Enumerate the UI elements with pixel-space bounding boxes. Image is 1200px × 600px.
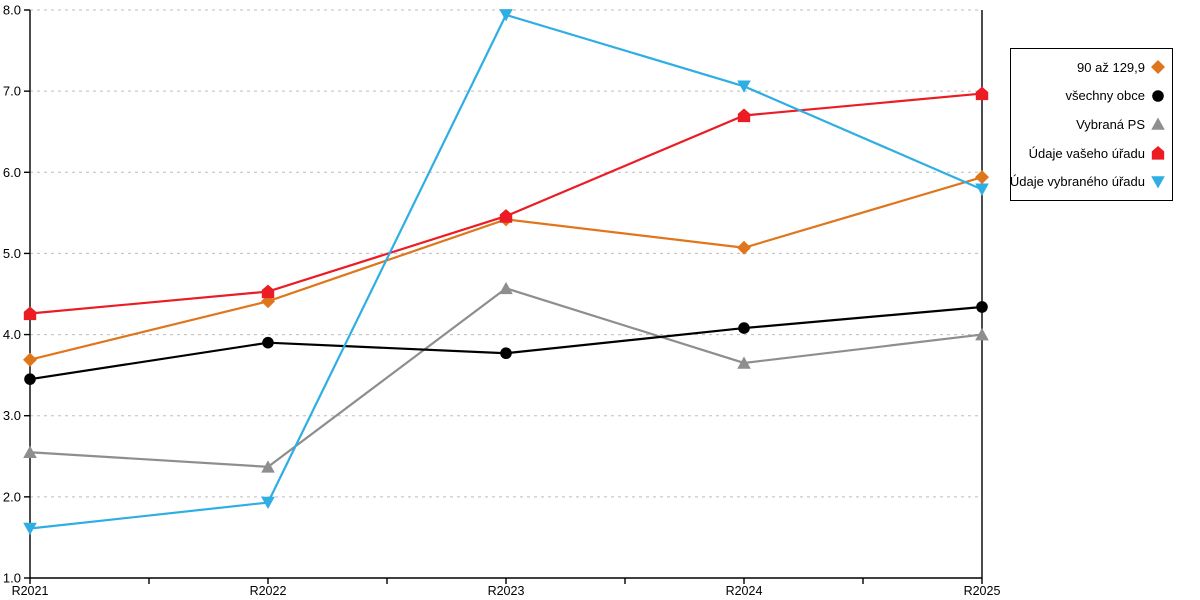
data-point-pentagon-icon — [261, 284, 275, 299]
legend-marker-shape — [1152, 90, 1164, 102]
data-point-triangle-up-icon — [261, 460, 275, 473]
data-point-triangle-up-icon — [737, 356, 751, 369]
y-tick-label: 2.0 — [3, 489, 21, 504]
legend-marker-shape — [1151, 146, 1165, 160]
legend-label: Údaje vybraného úřadu — [1009, 174, 1145, 190]
data-point-pentagon-icon — [499, 209, 513, 223]
y-tick-label: 5.0 — [3, 246, 21, 261]
data-point-circle-icon — [976, 301, 988, 313]
legend-marker-shape — [1151, 117, 1165, 131]
series-line-1 — [29, 305, 983, 381]
data-point-pentagon-icon — [23, 306, 37, 321]
data-point-triangle-up-icon — [499, 281, 513, 295]
legend-marker-triangle-down-icon — [1151, 175, 1165, 189]
y-tick-label: 6.0 — [3, 165, 21, 180]
x-tick-label: R2025 — [964, 584, 1001, 598]
legend-item-2: Vybraná PS — [1015, 110, 1166, 138]
data-point-triangle-down-icon — [737, 80, 751, 93]
legend-item-3: Údaje vašeho úřadu — [1015, 139, 1166, 167]
data-point-diamond-icon — [23, 352, 37, 367]
data-point-triangle-up-icon — [975, 328, 989, 341]
data-point-triangle-up-icon — [23, 445, 37, 459]
x-tick-label: R2021 — [12, 584, 49, 598]
series-line-2 — [29, 287, 983, 468]
y-tick-label: 3.0 — [3, 408, 21, 423]
y-tick-label: 4.0 — [3, 327, 21, 342]
y-tick-label: 7.0 — [3, 84, 21, 99]
y-tick-label: 8.0 — [3, 3, 21, 18]
data-point-circle-icon — [500, 347, 512, 360]
x-tick-label: R2022 — [250, 584, 287, 598]
legend-marker-triangle-up-icon — [1151, 117, 1165, 131]
data-point-circle-icon — [738, 322, 750, 334]
data-point-diamond-icon — [737, 240, 751, 255]
legend-marker-shape — [1151, 175, 1165, 189]
legend: 90 až 129,9 všechny obce Vybraná PS Údaje v… — [1010, 48, 1173, 201]
legend-label: Údaje vašeho úřadu — [1028, 145, 1145, 161]
legend-label: Vybraná PS — [1076, 116, 1145, 132]
data-point-circle-icon — [262, 336, 274, 349]
data-point-pentagon-icon — [975, 86, 989, 101]
data-point-pentagon-icon — [737, 108, 751, 123]
data-point-triangle-down-icon — [261, 496, 275, 510]
legend-marker-circle-icon — [1152, 90, 1164, 102]
y-tick-label: 1.0 — [3, 571, 21, 586]
legend-marker-shape — [1151, 60, 1165, 75]
x-tick-label: R2023 — [488, 584, 525, 598]
data-point-circle-icon — [24, 373, 36, 386]
legend-item-4: Údaje vybraného úřadu — [1010, 168, 1166, 196]
series-line-0 — [29, 176, 983, 361]
legend-item-1: všechny obce — [1015, 82, 1166, 110]
data-point-triangle-down-icon — [23, 522, 37, 536]
data-point-triangle-down-icon — [975, 183, 989, 196]
legend-marker-diamond-icon — [1151, 60, 1165, 75]
legend-label: 90 až 129,9 — [1077, 59, 1145, 75]
legend-item-0: 90 až 129,9 — [1015, 53, 1166, 81]
legend-marker-pentagon-icon — [1151, 146, 1165, 160]
x-tick-label: R2024 — [726, 584, 763, 598]
data-point-triangle-down-icon — [499, 9, 513, 22]
data-point-diamond-icon — [975, 170, 989, 185]
series-line-4 — [29, 13, 983, 530]
legend-label: všechny obce — [1065, 88, 1146, 104]
